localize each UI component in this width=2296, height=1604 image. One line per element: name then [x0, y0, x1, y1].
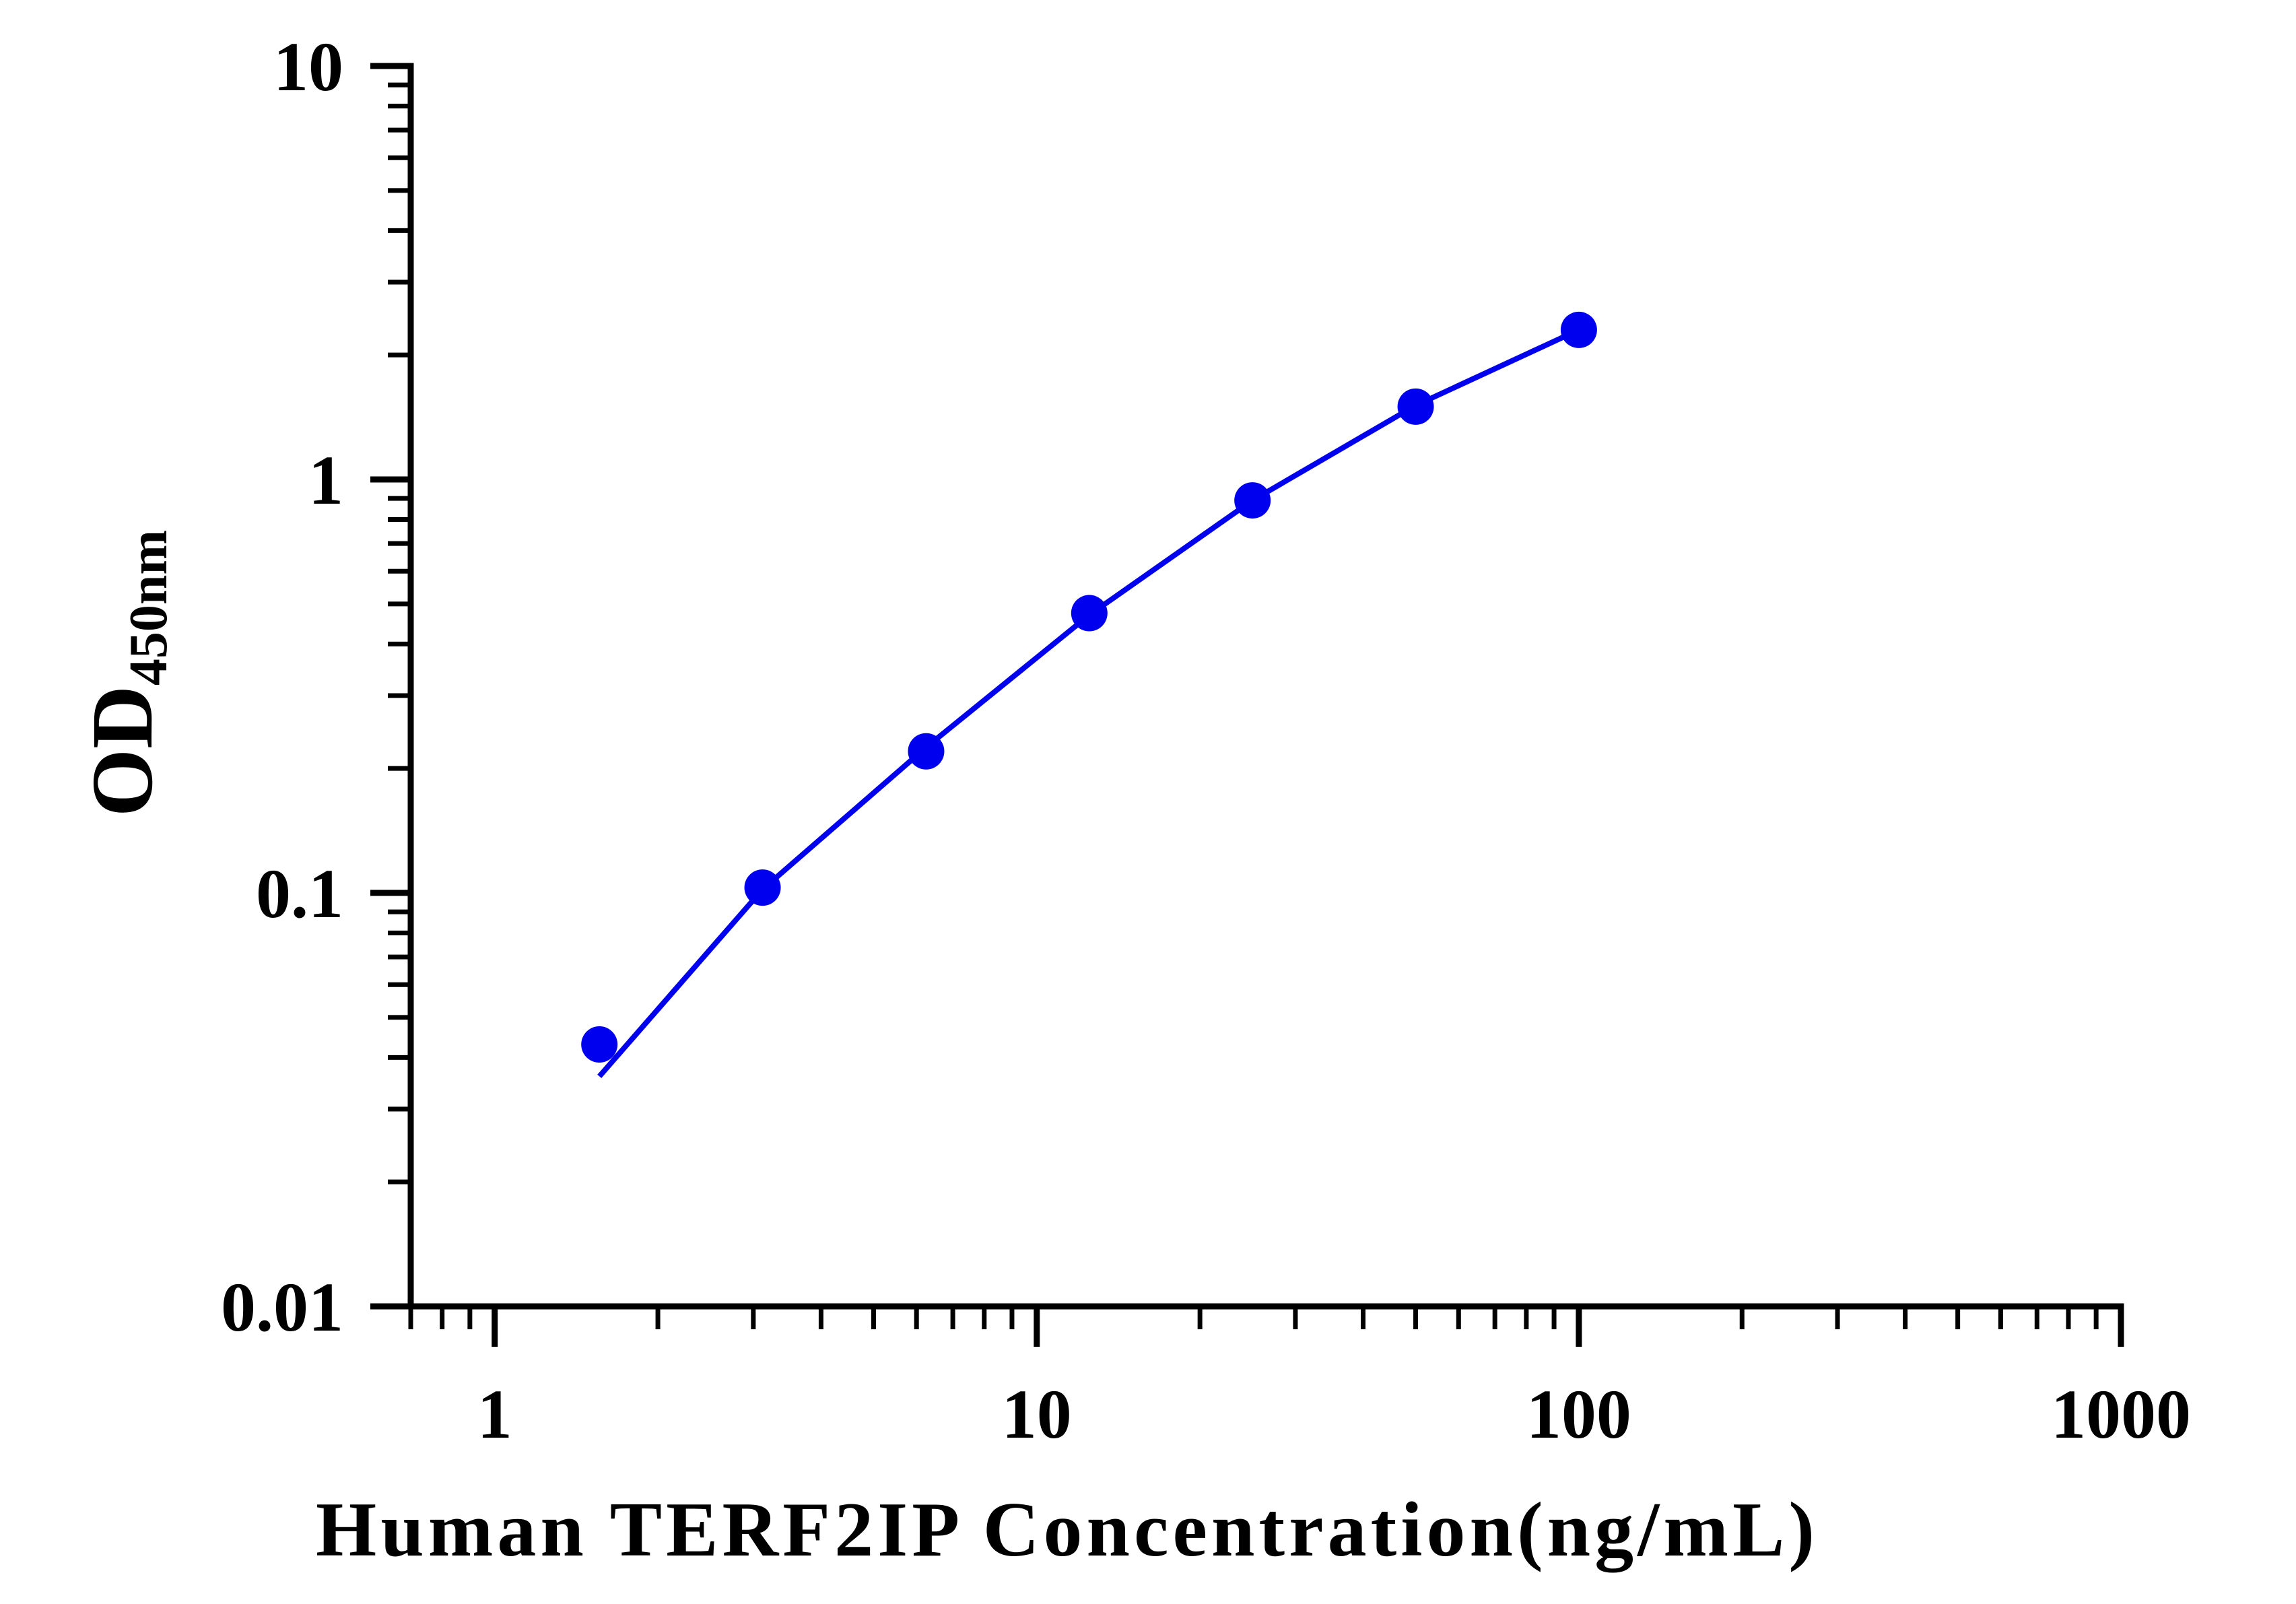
x-tick-labels: 1 10 100 1000 [477, 1376, 2191, 1453]
y-tick-label: 0.01 [221, 1269, 343, 1346]
y-tick-label: 1 [308, 442, 343, 519]
x-tick-label: 1000 [2051, 1376, 2191, 1453]
data-point [1234, 482, 1271, 519]
x-axis-title: Human TERF2IP Concentration(ng/mL) [316, 1487, 1819, 1573]
x-major-ticks [492, 1306, 2124, 1347]
data-point [1397, 388, 1434, 425]
data-point [744, 869, 781, 906]
data-point [908, 733, 945, 770]
data-point [581, 1026, 618, 1063]
y-major-ticks [370, 63, 411, 1310]
series-layer [581, 311, 1597, 1079]
y-minor-ticks [388, 82, 411, 1184]
y-axis-title-subscript: 450nm [119, 530, 178, 686]
x-tick-label: 100 [1526, 1376, 1631, 1453]
x-tick-label: 1 [477, 1376, 512, 1453]
x-minor-ticks [408, 1306, 2099, 1329]
data-point [1560, 311, 1597, 348]
data-point [1071, 595, 1108, 632]
y-tick-label: 0.1 [256, 855, 343, 933]
y-axis-title: OD450nm [74, 530, 178, 817]
y-tick-label: 10 [273, 28, 343, 106]
x-tick-label: 10 [1002, 1376, 1072, 1453]
series-line [597, 327, 1580, 1079]
y-tick-labels: 0.01 0.1 1 10 [221, 28, 343, 1346]
y-axis-title-main: OD [74, 686, 171, 817]
